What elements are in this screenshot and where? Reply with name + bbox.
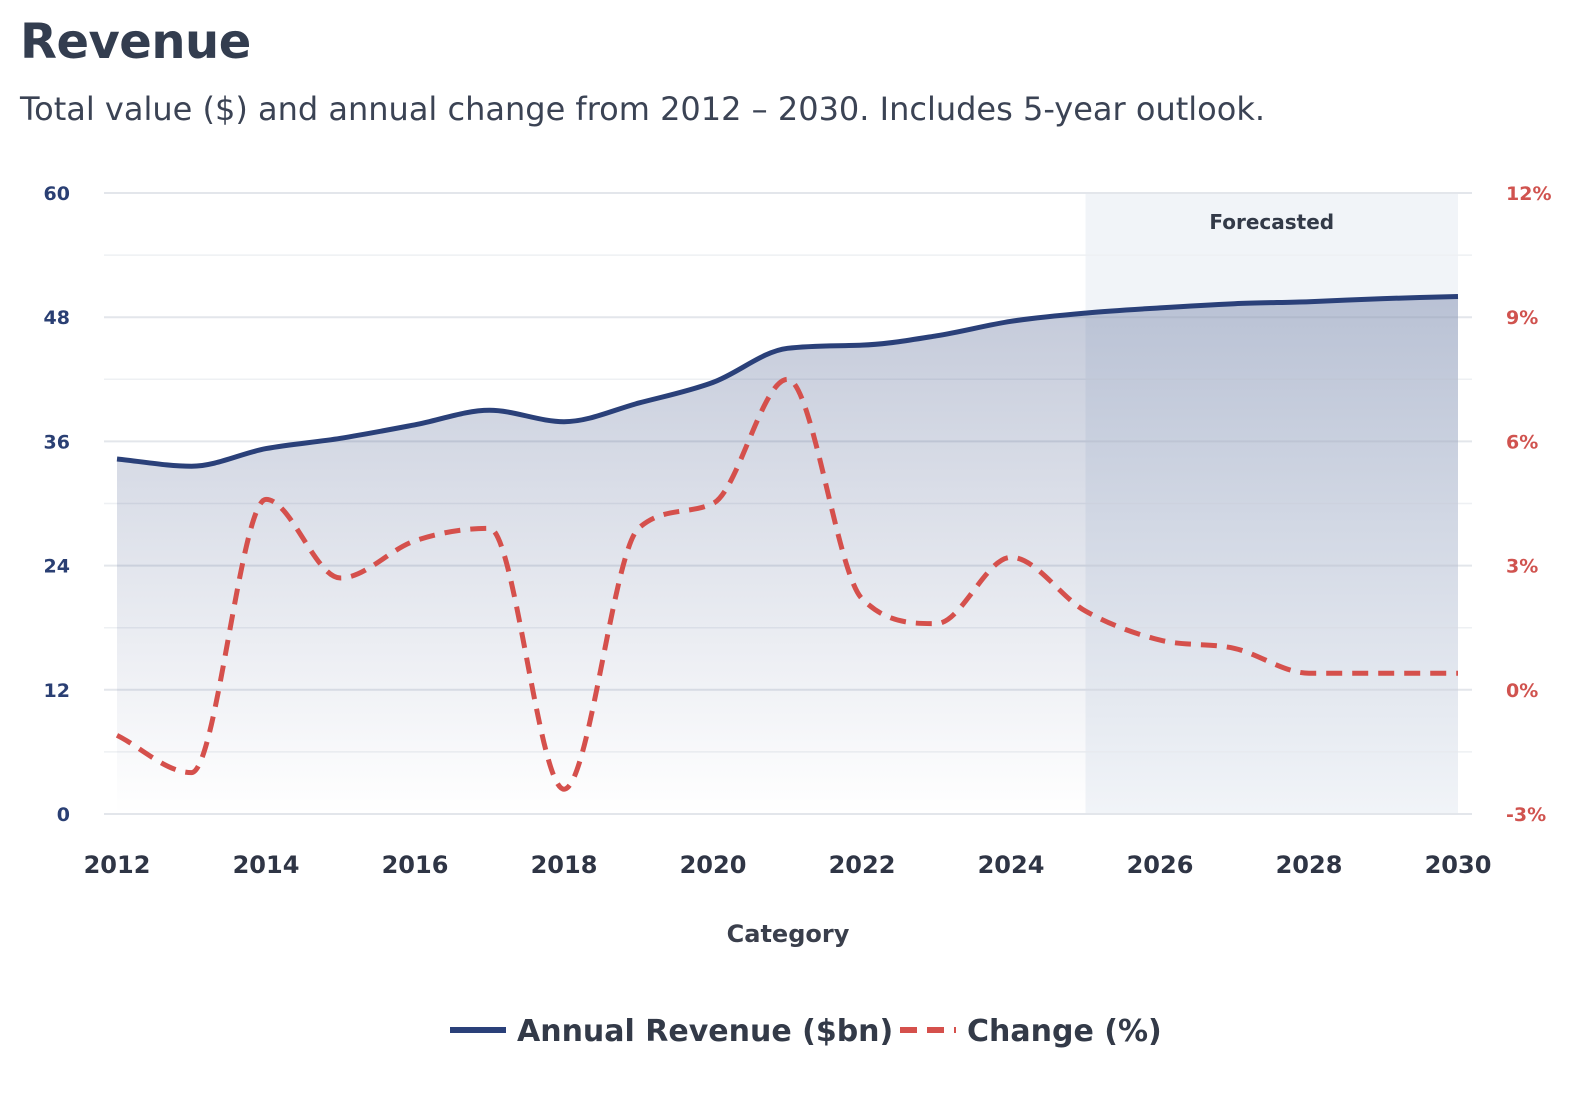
chart-title: Revenue <box>20 14 251 70</box>
y-right-tick-label: -3% <box>1506 804 1546 826</box>
y-left-tick-label: 24 <box>44 556 70 578</box>
legend-item-change[interactable]: Change (%) <box>900 1014 1162 1049</box>
series-line-change[interactable] <box>115 376 1458 792</box>
legend-item-annual-revenue[interactable]: Annual Revenue ($bn) <box>450 1014 893 1049</box>
legend-label: Change (%) <box>967 1014 1162 1049</box>
y-right-tick-label: 12% <box>1506 183 1551 205</box>
x-axis-title: Category <box>727 920 850 948</box>
y-right-tick-label: 6% <box>1506 431 1538 453</box>
x-tick-label: 2012 <box>84 851 151 879</box>
x-tick-label: 2028 <box>1276 851 1343 879</box>
y-left-tick-label: 48 <box>44 307 70 329</box>
y-left-tick-label: 0 <box>57 804 70 826</box>
y-right-tick-label: 0% <box>1506 680 1538 702</box>
y-left-tick-label: 12 <box>44 680 70 702</box>
legend-label: Annual Revenue ($bn) <box>517 1014 893 1049</box>
y-left-tick-label: 36 <box>44 431 70 453</box>
x-tick-label: 2018 <box>531 851 598 879</box>
series-line-annual-revenue[interactable] <box>116 294 1459 469</box>
x-tick-label: 2026 <box>1127 851 1194 879</box>
x-tick-label: 2020 <box>680 851 747 879</box>
x-tick-label: 2016 <box>382 851 449 879</box>
y-right-tick-label: 9% <box>1506 307 1538 329</box>
forecast-band-label: Forecasted <box>1209 210 1334 234</box>
x-tick-label: 2024 <box>978 851 1045 879</box>
series-area-annual-revenue <box>117 296 1458 814</box>
chart-subtitle: Total value ($) and annual change from 2… <box>20 90 1266 128</box>
y-left-tick-label: 60 <box>44 183 70 205</box>
y-right-tick-label: 3% <box>1506 556 1538 578</box>
x-tick-label: 2014 <box>233 851 300 879</box>
x-tick-label: 2022 <box>829 851 896 879</box>
x-tick-label: 2030 <box>1425 851 1492 879</box>
